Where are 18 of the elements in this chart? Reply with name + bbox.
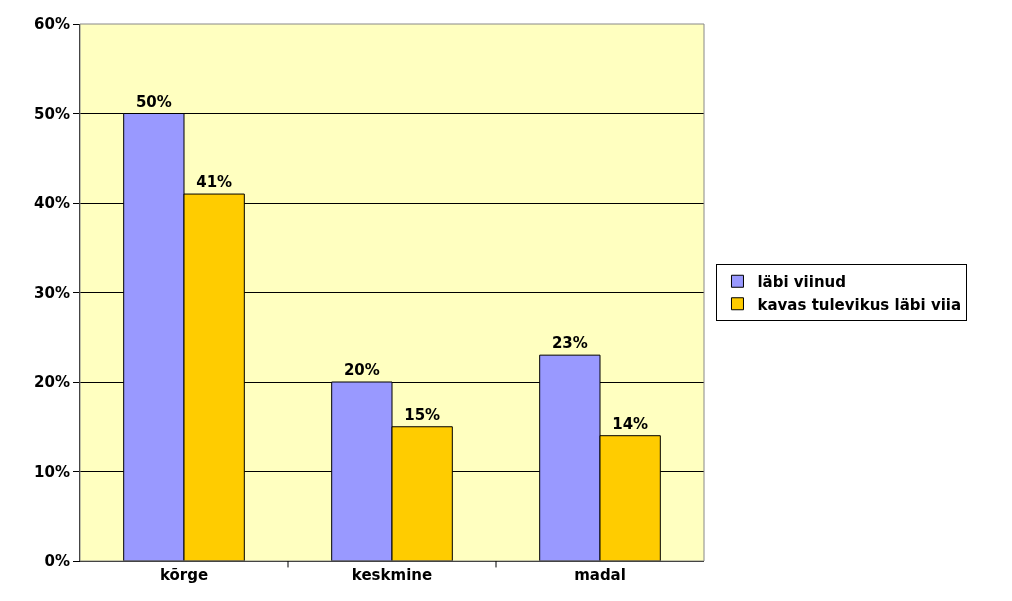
legend-label: kavas tulevikus läbi viia [757,295,962,314]
data-label: 15% [404,405,441,424]
y-tick-label: 20% [34,373,70,392]
x-tick-label: madal [574,566,626,584]
y-tick-label: 50% [34,104,70,123]
y-tick-label: 10% [34,462,70,481]
y-tick-label: 0% [44,552,70,571]
data-label: 20% [343,361,380,379]
data-label: 14% [612,414,649,433]
legend-label: läbi viinud [757,273,847,292]
y-tick-label: 30% [34,283,70,302]
y-tick-label: 40% [34,194,70,213]
y-tick-label: 60% [34,15,70,34]
x-tick-label: keskmine [351,566,433,584]
x-tick-label: kõrge [159,566,209,584]
data-label: 23% [551,334,588,353]
data-label: 41% [196,173,233,192]
data-label: 50% [135,92,172,111]
